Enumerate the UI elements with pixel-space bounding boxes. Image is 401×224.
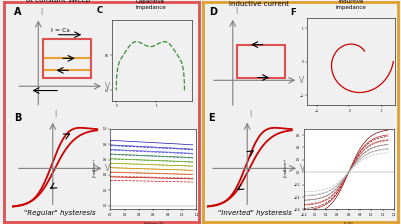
- X-axis label: V (V): V (V): [344, 222, 353, 224]
- Text: "Inverted" hysteresis: "Inverted" hysteresis: [218, 210, 292, 216]
- Text: A: A: [14, 7, 22, 17]
- Text: D: D: [209, 7, 217, 17]
- Text: I: I: [249, 110, 251, 119]
- Bar: [43, 39, 91, 78]
- Text: V: V: [299, 76, 304, 85]
- Text: Inductive
impedance: Inductive impedance: [336, 0, 366, 9]
- Y-axis label: J (mA/cm²): J (mA/cm²): [284, 160, 288, 179]
- Text: I = Cs: I = Cs: [51, 28, 70, 32]
- Y-axis label: J (mA/cm²): J (mA/cm²): [93, 160, 97, 179]
- Text: Inductive current: Inductive current: [229, 1, 289, 7]
- Text: Capacitive current
at constant sweep: Capacitive current at constant sweep: [26, 0, 90, 2]
- Text: "Regular" hysteresis: "Regular" hysteresis: [24, 210, 96, 216]
- X-axis label: Voltage (V): Voltage (V): [144, 222, 163, 224]
- Text: V: V: [105, 82, 110, 91]
- Text: I: I: [41, 8, 43, 17]
- Text: I: I: [55, 110, 57, 119]
- Text: Capacitive
impedance: Capacitive impedance: [135, 0, 166, 10]
- Text: E: E: [209, 113, 215, 123]
- Bar: [237, 45, 285, 78]
- Text: I: I: [235, 7, 237, 16]
- Text: V: V: [300, 164, 305, 173]
- Text: B: B: [14, 113, 21, 123]
- Text: V: V: [105, 164, 111, 173]
- Text: F: F: [290, 8, 296, 17]
- Text: C: C: [96, 6, 102, 15]
